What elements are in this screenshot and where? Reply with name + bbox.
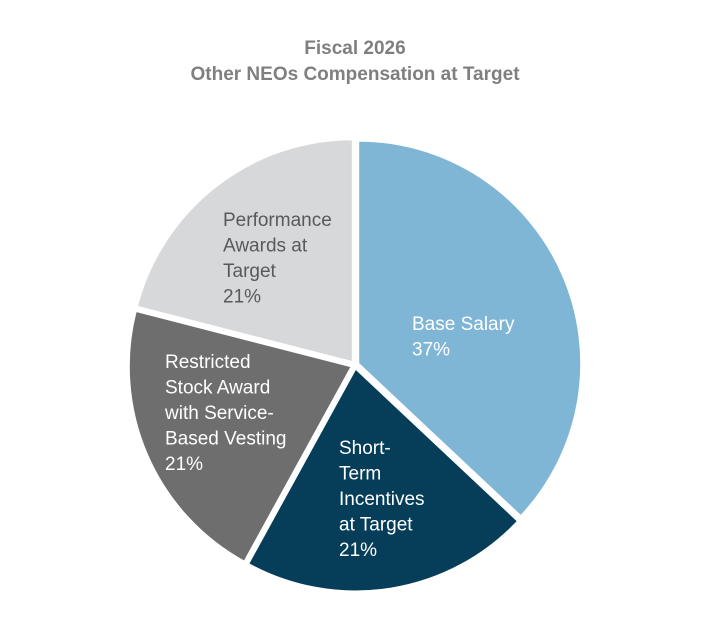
chart-title-line-1: Fiscal 2026 bbox=[304, 38, 406, 59]
pie-slice-base-salary bbox=[357, 139, 583, 518]
pie-label-line: Short- bbox=[339, 438, 391, 459]
chart-title-line-2: Other NEOs Compensation at Target bbox=[190, 64, 520, 85]
pie-label-line: Restricted bbox=[165, 352, 251, 373]
pie-label-line: Performance bbox=[223, 210, 332, 231]
pie-label-line: Stock Award bbox=[165, 378, 270, 399]
pie-label-line: 37% bbox=[412, 340, 450, 361]
pie-label-line: Term bbox=[339, 464, 381, 485]
pie-label-line: with Service- bbox=[164, 403, 274, 424]
pie-label-line: 21% bbox=[339, 540, 377, 561]
pie-label-line: Target bbox=[223, 261, 277, 282]
pie-slice-performance bbox=[135, 138, 354, 364]
pie-slice-restricted bbox=[127, 309, 354, 564]
pie-label-line: at Target bbox=[339, 515, 413, 536]
pie-label-base-salary: Base Salary 37% bbox=[412, 314, 515, 361]
pie-label-performance: Performance Awards at Target 21% bbox=[223, 210, 332, 308]
pie-label-line: Awards at bbox=[223, 236, 308, 257]
pie-label-line: Base Salary bbox=[412, 314, 515, 335]
pie-slices bbox=[127, 138, 583, 593]
chart-title: Fiscal 2026 Other NEOs Compensation at T… bbox=[0, 36, 710, 88]
pie-label-line: 21% bbox=[165, 454, 203, 475]
pie-label-line: Based Vesting bbox=[165, 429, 286, 450]
pie-slice-short bbox=[246, 366, 520, 593]
pie-label-line: 21% bbox=[223, 287, 261, 308]
pie-label-line: Incentives bbox=[339, 489, 425, 510]
pie-label-restricted: Restricted Stock Award with Service- Based … bbox=[164, 352, 286, 475]
pie-labels: Base Salary 37% Short- Term Incentives at Tar… bbox=[164, 210, 515, 561]
pie-label-short: Short- Term Incentives at Target 21% bbox=[339, 438, 425, 561]
